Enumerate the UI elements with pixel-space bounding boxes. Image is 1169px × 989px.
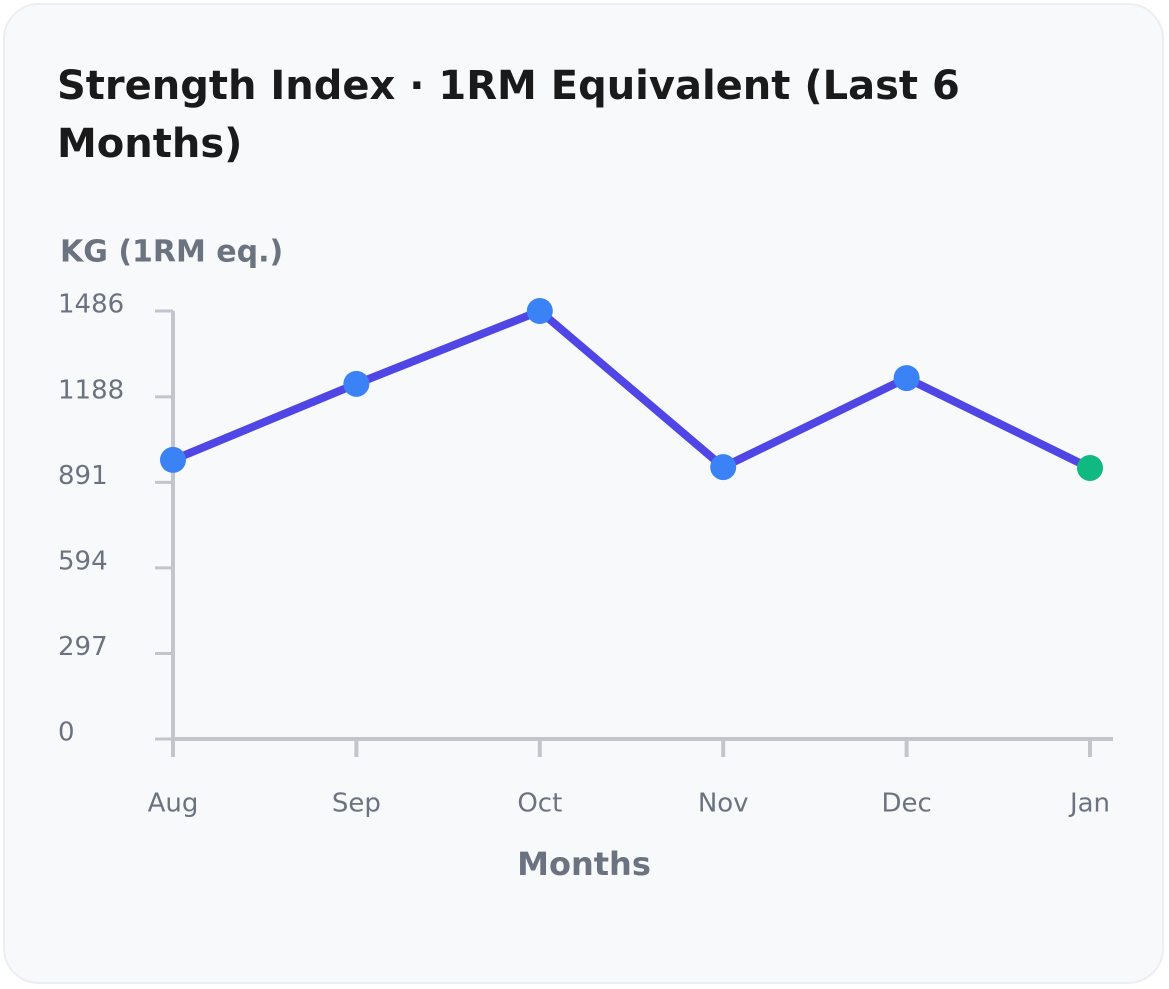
- x-tick-label: Sep: [332, 789, 381, 819]
- y-tick-label: 1188: [58, 375, 124, 405]
- data-point: [526, 298, 553, 324]
- data-point: [1077, 454, 1103, 481]
- y-tick-label: 297: [58, 632, 108, 662]
- x-tick-label: Nov: [698, 789, 749, 819]
- data-line: [169, 307, 1094, 472]
- data-point: [893, 365, 920, 392]
- chart-title: Strength Index · 1RM Equivalent (Last 6 …: [57, 63, 960, 167]
- x-tick-label: Oct: [517, 789, 562, 819]
- data-point: [160, 446, 186, 473]
- x-tick-label: Jan: [1068, 789, 1110, 819]
- x-tick-label: Dec: [881, 789, 931, 819]
- data-point: [343, 370, 370, 397]
- chart-card: Strength Index · 1RM Equivalent (Last 6 …: [3, 3, 1164, 984]
- data-point: [710, 454, 737, 481]
- y-tick-label: 891: [58, 461, 108, 491]
- y-tick-label: 0: [58, 718, 75, 748]
- x-axis-title: Months: [517, 845, 651, 883]
- x-tick-label: Aug: [148, 789, 199, 819]
- y-axis-title: KG (1RM eq.): [60, 235, 283, 270]
- y-tick-label: 594: [58, 546, 108, 576]
- y-tick-label: 1486: [58, 290, 124, 320]
